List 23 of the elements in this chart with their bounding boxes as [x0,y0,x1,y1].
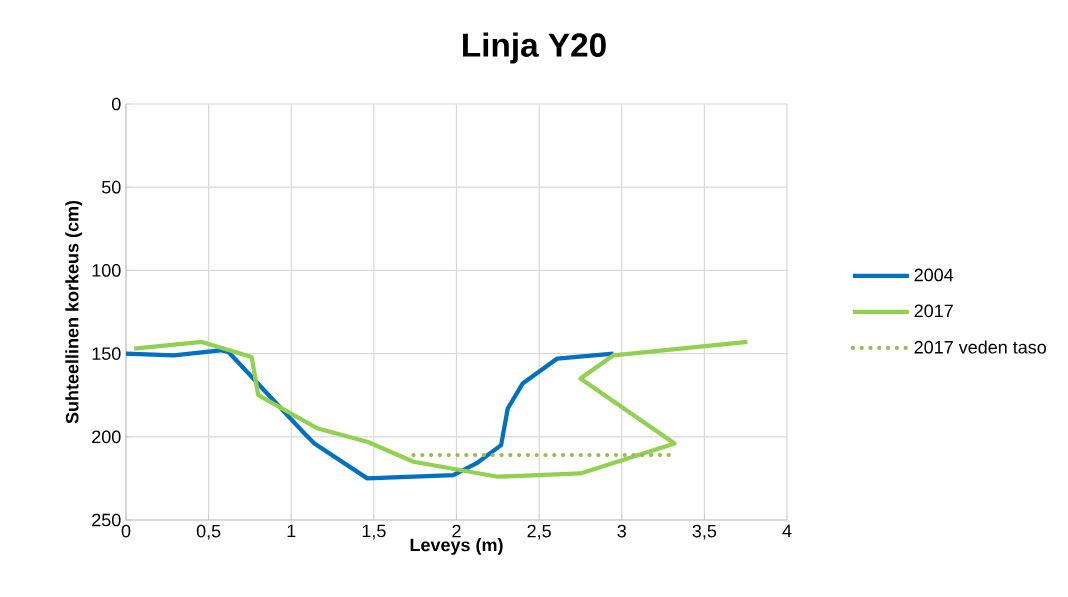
x-tick-label: 3 [617,524,626,538]
line-series [132,339,750,479]
y-tick-label: 250 [92,513,121,527]
x-tick-label: 3,5 [692,524,717,540]
legend-label: 2017 [914,304,953,318]
x-tick-label: 2 [452,524,461,538]
x-tick-label: 1,5 [362,524,386,540]
y-tick-label: 100 [92,264,121,277]
chart-title: Linja Y20 [463,32,606,64]
x-tick-label: 0,5 [196,524,221,540]
x-tick-label: 1 [287,524,296,538]
x-tick-label: 4 [782,524,792,538]
legend-label: 2017 veden taso [914,340,1047,354]
y-axis-title: Suhteellinen korkeus (cm) [65,200,83,424]
y-tick-label: 50 [101,180,121,194]
legend-label: 2004 [914,268,954,282]
y-tick-label: 150 [92,347,121,360]
x-tick-label: 0 [121,524,131,538]
x-axis-title: Leveys (m) [410,538,503,555]
x-tick-label: 2,5 [527,524,551,540]
y-tick-label: 200 [92,430,121,444]
y-tick-label: 0 [111,97,121,111]
line-series [123,348,616,481]
